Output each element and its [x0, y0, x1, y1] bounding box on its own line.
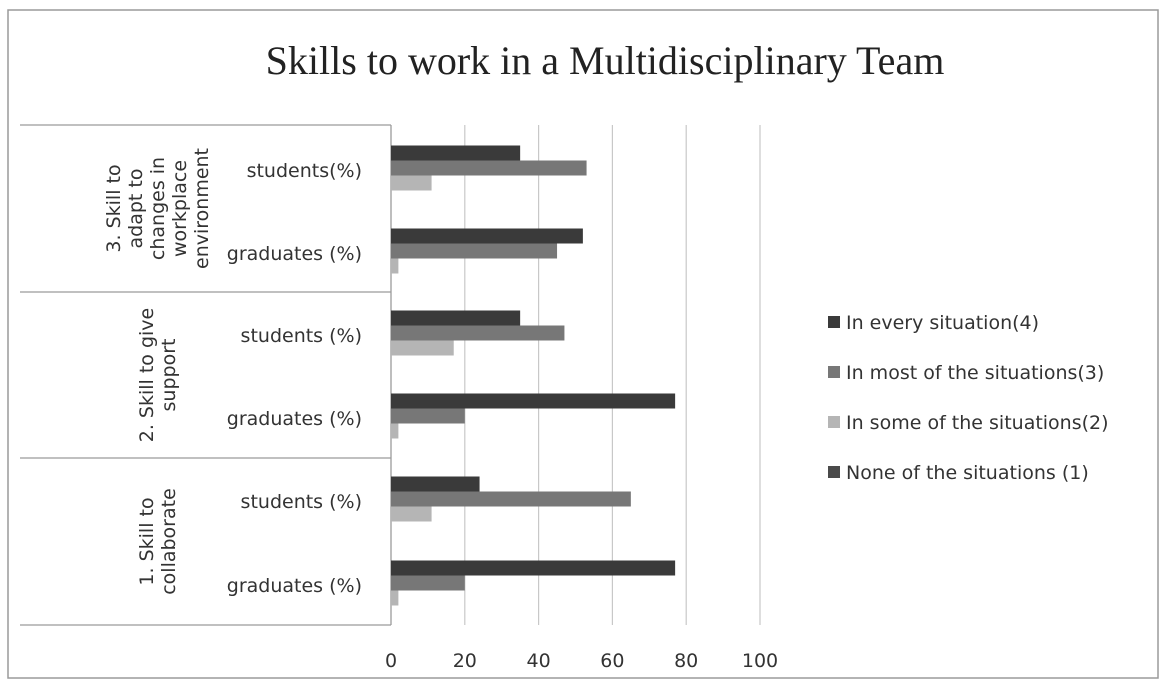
bar [391, 243, 558, 259]
bar [391, 228, 583, 244]
x-tick-label: 0 [385, 650, 397, 672]
group-label-line: environment [191, 148, 213, 269]
x-tick-label: 60 [600, 650, 624, 672]
bars [391, 145, 676, 606]
bar [391, 160, 587, 176]
bar [391, 408, 465, 424]
legend-label: In every situation(4) [846, 312, 1039, 334]
category-label: graduates (%) [227, 243, 362, 265]
x-axis-ticks: 0 20 40 60 80 100 [385, 650, 778, 672]
bar [391, 491, 631, 507]
bar [391, 476, 480, 492]
legend-label: In most of the situations(3) [846, 362, 1104, 384]
group-label: 2. Skill to givesupport [136, 308, 180, 443]
bar [391, 393, 676, 409]
category-label: students (%) [241, 491, 362, 513]
legend-swatch [828, 366, 840, 378]
bar [391, 560, 676, 576]
group-label-line: 1. Skill to [136, 497, 158, 585]
x-tick-label: 80 [674, 650, 698, 672]
bar [391, 310, 521, 326]
group-label-line: collaborate [158, 488, 180, 595]
bar [391, 145, 521, 161]
group-label-line: workplace [169, 160, 191, 257]
x-tick-label: 100 [742, 650, 778, 672]
group-label: 1. Skill tocollaborate [136, 488, 180, 595]
group-label-line: changes in [147, 157, 169, 260]
category-label: graduates (%) [227, 575, 362, 597]
group-label-line: support [158, 339, 180, 412]
category-labels: 3. Skill toadapt tochanges inworkplaceen… [103, 148, 362, 597]
bar [391, 325, 565, 341]
category-label: students(%) [247, 160, 362, 182]
bar [391, 506, 432, 522]
group-label-line: 3. Skill to [103, 164, 125, 252]
group-label-line: 2. Skill to give [136, 308, 158, 443]
x-tick-label: 40 [527, 650, 551, 672]
group-label: 3. Skill toadapt tochanges inworkplaceen… [103, 148, 213, 269]
legend-swatch [828, 416, 840, 428]
category-label: graduates (%) [227, 408, 362, 430]
bar [391, 340, 454, 356]
bar [391, 258, 399, 274]
bar [391, 590, 399, 606]
legend-swatch [828, 466, 840, 478]
legend-swatch [828, 316, 840, 328]
legend-label: In some of the situations(2) [846, 412, 1109, 434]
x-tick-label: 20 [453, 650, 477, 672]
chart-title: Skills to work in a Multidisciplinary Te… [266, 38, 945, 83]
bar [391, 575, 465, 591]
bar [391, 175, 432, 191]
legend: In every situation(4) In most of the situ… [828, 312, 1109, 484]
category-label: students (%) [241, 325, 362, 347]
bar [391, 423, 399, 439]
group-label-line: adapt to [125, 169, 147, 249]
legend-label: None of the situations (1) [846, 462, 1089, 484]
chart-frame [7, 9, 1159, 679]
grid-lines [20, 124, 761, 626]
